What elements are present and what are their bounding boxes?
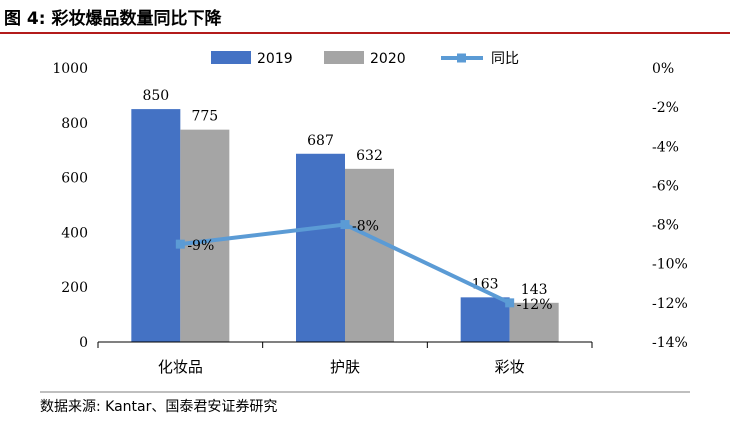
legend-label: 2020 bbox=[370, 51, 406, 67]
bar-2019-0 bbox=[131, 109, 181, 342]
legend-label: 2019 bbox=[257, 51, 293, 67]
y2-tick-label: -2% bbox=[652, 100, 679, 116]
y-tick-label: 200 bbox=[61, 280, 88, 296]
y-tick-label: 1000 bbox=[52, 61, 88, 77]
legend-swatch-2019 bbox=[211, 51, 251, 64]
y2-tick-label: -4% bbox=[652, 139, 679, 155]
bar-2019-1 bbox=[296, 153, 345, 342]
y-tick-label: 400 bbox=[61, 225, 88, 241]
y2-tick-label: -14% bbox=[652, 335, 688, 351]
bar-value-label: 143 bbox=[521, 282, 548, 298]
y2-tick-label: -10% bbox=[652, 257, 688, 273]
bar-value-label: 687 bbox=[307, 133, 334, 149]
figure-title: 图 4: 彩妆爆品数量同比下降 bbox=[4, 9, 222, 29]
bar-value-label: 632 bbox=[356, 148, 383, 164]
y-tick-label: 800 bbox=[61, 116, 88, 132]
bar-value-label: 850 bbox=[142, 88, 169, 104]
line-value-label: -9% bbox=[187, 238, 214, 254]
line-yoy-marker bbox=[505, 298, 515, 308]
category-label: 护肤 bbox=[330, 358, 360, 376]
line-yoy-marker bbox=[340, 220, 350, 230]
y2-tick-label: -6% bbox=[652, 178, 679, 194]
legend-swatch-2020 bbox=[324, 51, 364, 64]
y2-tick-label: 0% bbox=[652, 61, 674, 77]
title-rule bbox=[0, 32, 730, 34]
category-label: 彩妆 bbox=[495, 358, 525, 376]
bar-2020-1 bbox=[345, 168, 394, 342]
legend-swatch-marker bbox=[457, 53, 466, 63]
bar-2019-2 bbox=[460, 297, 510, 342]
legend-label: 同比 bbox=[491, 51, 519, 67]
bar-value-label: 775 bbox=[191, 109, 218, 125]
figure-header: 图 4: 彩妆爆品数量同比下降 bbox=[0, 0, 730, 34]
y2-tick-label: -12% bbox=[652, 296, 688, 312]
y-tick-label: 600 bbox=[61, 171, 88, 187]
line-yoy-marker bbox=[175, 239, 185, 249]
y2-tick-label: -8% bbox=[652, 218, 679, 234]
bar-2020-2 bbox=[509, 302, 559, 342]
category-label: 化妆品 bbox=[158, 358, 203, 376]
bar-2020-0 bbox=[180, 129, 230, 342]
source-note: 数据来源: Kantar、国泰君安证券研究 bbox=[40, 399, 278, 415]
line-value-label: -8% bbox=[352, 219, 379, 235]
line-value-label: -12% bbox=[517, 297, 553, 313]
y-tick-label: 0 bbox=[79, 335, 88, 351]
